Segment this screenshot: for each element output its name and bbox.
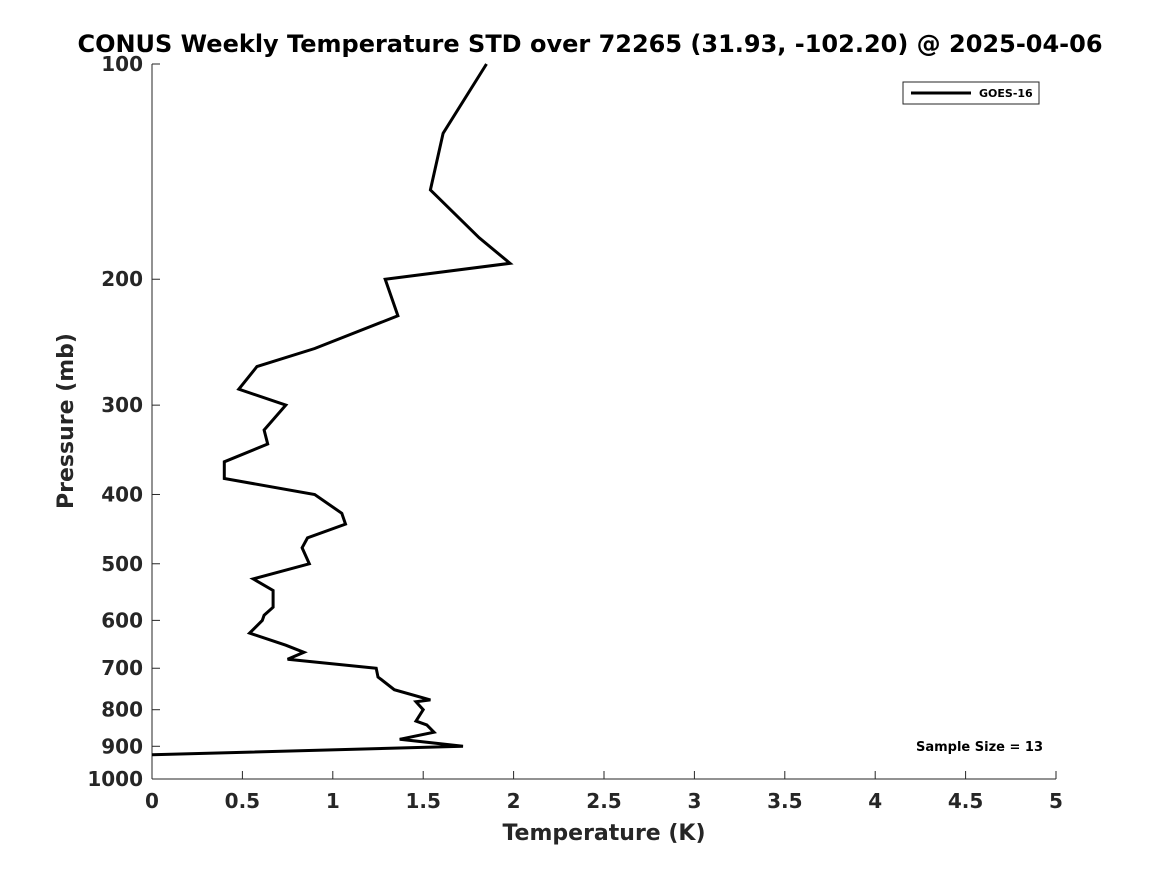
series-line-goes-16 [151, 63, 514, 757]
legend-entry-goes-16: GOES-16 [979, 87, 1033, 100]
y-tick-label: 600 [101, 608, 143, 632]
legend: GOES-16 [902, 81, 1040, 105]
y-tick-label: 400 [101, 482, 143, 506]
y-tick-label: 700 [101, 656, 143, 680]
y-tick-label: 100 [101, 52, 143, 76]
y-tick-label: 900 [101, 734, 143, 758]
x-tick-label: 1 [326, 789, 340, 813]
x-tick-label: 5 [1049, 789, 1063, 813]
series-layer [151, 63, 514, 757]
x-tick-label: 0.5 [225, 789, 260, 813]
y-ticks: 100 200 300 400 500 600 700 800 900 1000 [87, 52, 160, 791]
x-tick-label: 2 [507, 789, 521, 813]
x-tick-label: 0 [145, 789, 159, 813]
chart-title: CONUS Weekly Temperature STD over 72265 … [77, 30, 1102, 58]
y-tick-label: 500 [101, 552, 143, 576]
y-tick-label: 1000 [87, 767, 143, 791]
x-tick-label: 1.5 [405, 789, 440, 813]
y-axis-label: Pressure (mb) [54, 333, 79, 509]
x-tick-label: 4.5 [948, 789, 983, 813]
x-axis-label: Temperature (K) [502, 821, 705, 846]
x-ticks: 0 0.5 1 1.5 2 2.5 3 3.5 4 4.5 5 [145, 771, 1063, 813]
y-tick-label: 300 [101, 393, 143, 417]
x-tick-label: 2.5 [586, 789, 621, 813]
sample-size-annotation: Sample Size = 13 [916, 740, 1043, 755]
x-tick-label: 3.5 [767, 789, 802, 813]
x-tick-label: 3 [687, 789, 701, 813]
y-tick-label: 200 [101, 267, 143, 291]
axes [151, 64, 1056, 780]
y-tick-label: 800 [101, 698, 143, 722]
x-tick-label: 4 [868, 789, 882, 813]
